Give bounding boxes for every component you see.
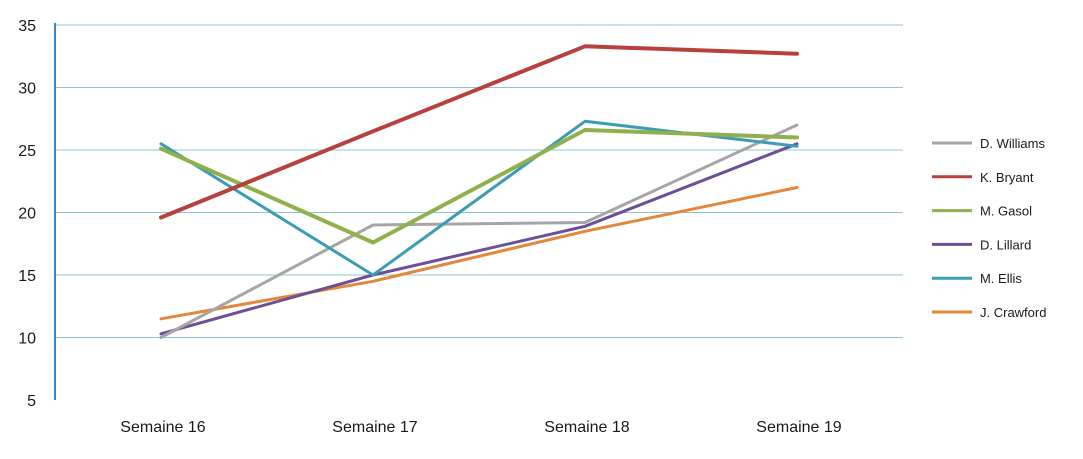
y-tick-label: 30	[18, 81, 36, 98]
legend-label: K. Bryant	[980, 170, 1034, 185]
legend-label: M. Ellis	[980, 271, 1022, 286]
y-tick-label: 25	[18, 143, 36, 160]
legend-label: J. Crawford	[980, 305, 1046, 320]
legend-label: M. Gasol	[980, 204, 1032, 219]
y-tick-label: 35	[18, 18, 36, 35]
gridlines	[55, 24, 903, 338]
x-tick-label: Semaine 16	[120, 419, 205, 436]
series-line-m-gasol	[159, 128, 799, 245]
series-line-d-lillard	[159, 142, 799, 336]
series-line-d-williams	[159, 123, 799, 339]
x-tick-label: Semaine 17	[332, 419, 417, 436]
x-tick-label: Semaine 18	[544, 419, 629, 436]
series-line-k-bryant	[159, 44, 799, 220]
legend: D. Williams K. Bryant M. Gasol D. Lillard M.…	[932, 136, 1046, 320]
y-tick-label: 15	[18, 268, 36, 285]
y-tick-label: 5	[27, 393, 36, 410]
series-line-j-crawford	[159, 186, 799, 321]
y-tick-label: 10	[18, 331, 36, 348]
axes: 5 10 15 20 25 30 35 Semaine 16 Semaine 17 Semaine…	[18, 18, 842, 436]
legend-label: D. Lillard	[980, 237, 1031, 252]
x-tick-label: Semaine 19	[756, 419, 841, 436]
series-lines	[159, 44, 799, 339]
y-tick-label: 20	[18, 206, 36, 223]
legend-label: D. Williams	[980, 136, 1045, 151]
